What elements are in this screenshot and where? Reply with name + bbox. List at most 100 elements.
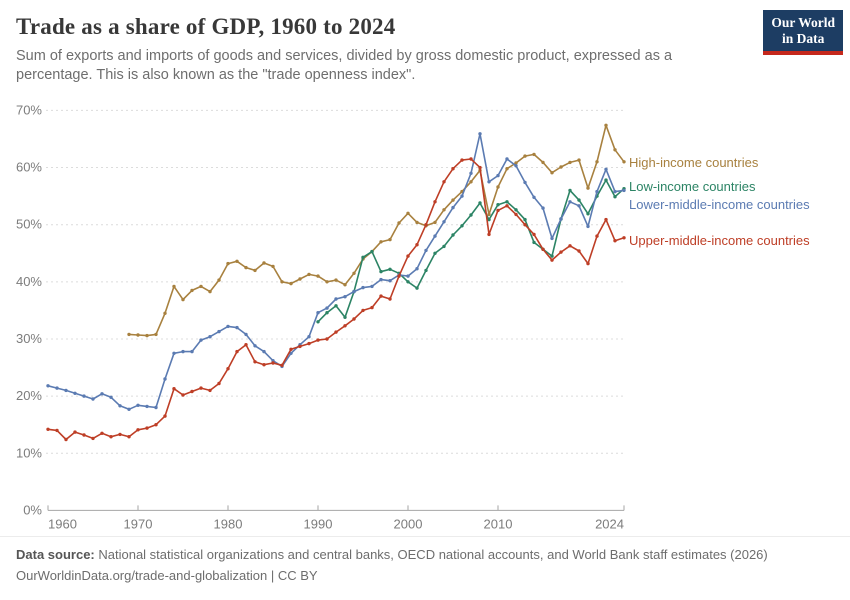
series-point-high-income-countries: [181, 297, 185, 302]
series-point-lower-middle-income-countries: [64, 388, 68, 393]
series-point-high-income-countries: [280, 280, 284, 284]
license-badge: | CC BY: [267, 567, 318, 583]
series-point-low-income-countries: [433, 251, 437, 255]
series-point-upper-middle-income-countries: [55, 428, 59, 433]
owid-url-link[interactable]: OurWorldinData.org/trade-and-globalizati…: [16, 567, 268, 583]
series-point-lower-middle-income-countries: [379, 277, 383, 282]
y-tick-label-30: 30%: [16, 331, 42, 346]
series-point-low-income-countries: [406, 280, 410, 284]
series-point-lower-middle-income-countries: [163, 377, 167, 381]
series-point-high-income-countries: [298, 277, 302, 281]
series-point-high-income-countries: [154, 332, 158, 337]
series-point-lower-middle-income-countries: [586, 224, 590, 229]
series-point-upper-middle-income-countries: [469, 157, 473, 161]
series-point-upper-middle-income-countries: [595, 234, 599, 238]
series-point-upper-middle-income-countries: [280, 363, 284, 367]
series-point-lower-middle-income-countries: [334, 297, 338, 301]
series-point-upper-middle-income-countries: [100, 431, 104, 435]
series-point-lower-middle-income-countries: [424, 248, 428, 253]
series-point-low-income-countries: [604, 178, 608, 182]
series-point-upper-middle-income-countries: [217, 381, 221, 386]
series-point-lower-middle-income-countries: [613, 189, 617, 194]
series-point-low-income-countries: [505, 200, 509, 204]
series-point-high-income-countries: [388, 237, 392, 242]
series-point-low-income-countries: [523, 217, 527, 222]
series-point-low-income-countries: [478, 201, 482, 205]
series-point-high-income-countries: [289, 281, 293, 286]
y-tick-label-20: 20%: [16, 388, 42, 403]
series-point-high-income-countries: [415, 220, 419, 225]
series-point-low-income-countries: [316, 320, 320, 324]
series-point-high-income-countries: [541, 160, 545, 165]
series-point-lower-middle-income-countries: [127, 407, 131, 411]
y-tick-label-0: 0%: [23, 502, 42, 517]
owid-logo-line1: Our World: [771, 15, 835, 30]
data-source-label: Data source:: [16, 547, 95, 562]
series-point-upper-middle-income-countries: [118, 432, 122, 437]
series-point-high-income-countries: [352, 271, 356, 275]
series-point-high-income-countries: [523, 154, 527, 158]
series-point-lower-middle-income-countries: [199, 338, 203, 342]
series-point-upper-middle-income-countries: [46, 427, 50, 431]
series-point-lower-middle-income-countries: [172, 351, 176, 355]
data-source-line: Data source: National statistical organi…: [16, 545, 834, 566]
series-point-lower-middle-income-countries: [190, 349, 194, 354]
series-label-upper-middle-income-countries[interactable]: Upper-middle-income countries: [629, 233, 810, 248]
series-point-lower-middle-income-countries: [262, 349, 266, 354]
series-point-upper-middle-income-countries: [334, 330, 338, 334]
series-point-lower-middle-income-countries: [568, 200, 572, 204]
series-point-upper-middle-income-countries: [559, 250, 563, 254]
series-point-high-income-countries: [604, 123, 608, 128]
y-tick-label-60: 60%: [16, 160, 42, 175]
series-point-high-income-countries: [145, 333, 149, 338]
series-point-upper-middle-income-countries: [379, 294, 383, 298]
series-label-high-income-countries[interactable]: High-income countries: [629, 155, 759, 170]
series-point-high-income-countries: [325, 280, 329, 284]
series-point-lower-middle-income-countries: [406, 274, 410, 278]
series-point-upper-middle-income-countries: [82, 433, 86, 437]
series-point-low-income-countries: [424, 268, 428, 273]
series-point-lower-middle-income-countries: [145, 404, 149, 409]
series-point-lower-middle-income-countries: [442, 220, 446, 224]
series-point-lower-middle-income-countries: [559, 217, 563, 221]
series-label-low-income-countries[interactable]: Low-income countries: [629, 179, 756, 194]
series-point-upper-middle-income-countries: [226, 367, 230, 371]
series-point-lower-middle-income-countries: [604, 167, 608, 171]
series-line-high-income-countries: [128, 124, 625, 337]
series-point-high-income-countries: [334, 278, 338, 282]
series-point-high-income-countries: [253, 268, 257, 273]
series-point-upper-middle-income-countries: [424, 223, 428, 227]
series-point-low-income-countries: [325, 311, 329, 315]
series-point-high-income-countries: [127, 332, 131, 337]
x-tick-label-2010: 2010: [484, 516, 513, 531]
page-title: Trade as a share of GDP, 1960 to 2024: [16, 14, 396, 39]
series-point-upper-middle-income-countries: [352, 317, 356, 321]
series-point-upper-middle-income-countries: [289, 347, 293, 351]
series-point-high-income-countries: [316, 274, 320, 278]
series-point-upper-middle-income-countries: [442, 180, 446, 184]
series-point-high-income-countries: [487, 212, 491, 217]
series-point-high-income-countries: [433, 220, 437, 225]
series-point-lower-middle-income-countries: [181, 349, 185, 354]
series-point-lower-middle-income-countries: [109, 395, 113, 399]
series-point-lower-middle-income-countries: [550, 236, 554, 241]
series-point-lower-middle-income-countries: [361, 285, 365, 290]
series-point-upper-middle-income-countries: [568, 244, 572, 248]
series-point-high-income-countries: [343, 283, 347, 287]
series-label-lower-middle-income-countries[interactable]: Lower-middle-income countries: [629, 197, 810, 212]
series-point-lower-middle-income-countries: [226, 324, 230, 329]
series-point-lower-middle-income-countries: [487, 180, 491, 184]
series-point-lower-middle-income-countries: [100, 392, 104, 396]
series-point-lower-middle-income-countries: [217, 329, 221, 334]
series-point-upper-middle-income-countries: [541, 247, 545, 251]
series-point-upper-middle-income-countries: [415, 243, 419, 247]
series-point-upper-middle-income-countries: [343, 324, 347, 328]
series-point-upper-middle-income-countries: [73, 430, 77, 434]
series-point-upper-middle-income-countries: [523, 223, 527, 227]
series-point-upper-middle-income-countries: [127, 435, 131, 439]
series-point-lower-middle-income-countries: [577, 204, 581, 208]
series-point-low-income-countries: [415, 286, 419, 290]
x-tick-label-1990: 1990: [304, 516, 333, 531]
series-point-upper-middle-income-countries: [496, 208, 500, 213]
series-point-upper-middle-income-countries: [586, 261, 590, 266]
